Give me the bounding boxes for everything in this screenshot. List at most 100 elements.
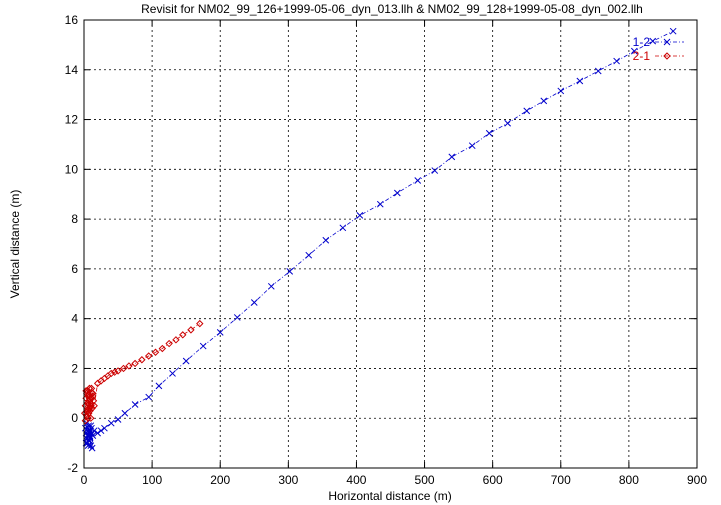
data-point-1-2: [504, 119, 512, 127]
data-point-1-2: [267, 282, 275, 290]
data-point-1-2: [155, 382, 163, 390]
data-point-1-2: [594, 67, 602, 75]
legend-label: 2-1: [633, 49, 651, 63]
data-point-2-1: [131, 359, 139, 368]
data-point-1-2: [431, 167, 439, 174]
data-point-1-2: [613, 57, 620, 65]
data-point-2-1: [83, 412, 91, 420]
data-point-2-1: [87, 414, 95, 422]
data-point-1-2: [199, 342, 207, 350]
chart-title: Revisit for NM02_99_126+1999-05-06_dyn_0…: [141, 2, 643, 16]
y-axis-label: Vertical distance (m): [8, 190, 22, 299]
data-point-2-1: [125, 362, 133, 370]
y-tick-label: 14: [65, 63, 79, 77]
data-point-1-2: [414, 177, 422, 184]
data-point-1-2: [448, 153, 456, 161]
grid: [84, 20, 697, 468]
x-tick-label: 900: [687, 473, 707, 487]
x-tick-label: 500: [415, 473, 435, 487]
data-point-2-1: [87, 402, 95, 410]
data-point-1-2: [89, 432, 97, 439]
data-point-2-1: [84, 414, 92, 422]
data-point-2-1: [196, 319, 204, 328]
data-point-1-2: [216, 329, 224, 336]
y-tick-label: 4: [71, 312, 78, 326]
data-point-1-2: [169, 370, 176, 377]
data-point-1-2: [305, 251, 313, 259]
data-point-2-1: [119, 364, 128, 373]
data-point-1-2: [339, 224, 347, 232]
x-tick-label: 800: [619, 473, 639, 487]
data-point-1-2: [86, 437, 93, 444]
data-point-2-1: [89, 389, 97, 398]
data-point-2-1: [85, 384, 94, 393]
legend-label: 1-2: [633, 35, 651, 49]
data-point-1-2: [286, 268, 294, 275]
data-point-1-2: [182, 357, 190, 365]
x-tick-label: 200: [210, 473, 230, 487]
data-point-1-2: [669, 27, 677, 35]
data-point-1-2: [393, 189, 401, 197]
data-point-1-2: [97, 427, 105, 435]
x-tick-label: 700: [551, 473, 571, 487]
data-point-2-1: [85, 394, 94, 403]
legend-marker: [663, 38, 671, 46]
data-point-1-2: [557, 87, 565, 95]
data-point-1-2: [131, 401, 139, 408]
data-point-2-1: [81, 402, 90, 410]
y-tick-label: 16: [65, 13, 79, 27]
legend-entry-1-2: 1-2: [633, 35, 684, 49]
plot-frame: [83, 19, 698, 469]
data-point-1-2: [88, 444, 96, 452]
y-tick-label: 2: [71, 361, 78, 375]
data-point-1-2: [90, 427, 98, 435]
data-point-2-1: [179, 331, 187, 339]
series-line-1-2: [85, 30, 674, 449]
data-point-1-2: [107, 419, 115, 427]
legend-marker: [663, 52, 671, 60]
legend: 1-22-1: [633, 35, 684, 63]
data-point-2-1: [83, 399, 92, 407]
data-point-2-1: [144, 352, 153, 360]
y-tick-label: 12: [65, 113, 79, 127]
data-point-1-2: [376, 200, 384, 208]
data-point-1-2: [145, 393, 153, 401]
legend-entry-2-1: 2-1: [633, 49, 684, 63]
data-point-2-1: [86, 392, 94, 400]
data-point-2-1: [110, 368, 119, 376]
ticks: 0 100 200 300 400 500 600 700 800 900-20246810121…: [65, 13, 708, 487]
data-point-1-2: [86, 429, 93, 437]
data-point-2-1: [138, 356, 146, 364]
data-point-1-2: [630, 47, 638, 55]
data-point-1-2: [485, 129, 493, 137]
data-point-2-1: [107, 369, 115, 378]
data-point-1-2: [523, 107, 531, 115]
data-point-1-2: [576, 77, 584, 85]
data-point-1-2: [101, 424, 108, 432]
data-point-1-2: [322, 236, 330, 244]
y-tick-label: 6: [71, 262, 78, 276]
data-point-2-1: [151, 348, 160, 356]
x-tick-label: 400: [346, 473, 366, 487]
data-point-2-1: [86, 407, 94, 415]
x-axis-label: Horizontal distance (m): [328, 489, 451, 503]
data-point-1-2: [356, 212, 364, 219]
y-tick-label: 0: [71, 411, 78, 425]
data-point-1-2: [540, 97, 548, 105]
data-point-1-2: [649, 37, 657, 45]
series-1-2: [82, 27, 677, 452]
data-point-2-1: [187, 326, 195, 334]
data-point-2-1: [81, 417, 90, 425]
data-point-2-1: [158, 344, 167, 353]
y-tick-label: -2: [67, 461, 78, 475]
data-point-1-2: [121, 409, 129, 417]
y-tick-label: 8: [71, 212, 78, 226]
x-tick-label: 600: [483, 473, 503, 487]
data-point-2-1: [100, 374, 109, 383]
series-layer: [80, 27, 677, 452]
data-point-2-1: [88, 404, 96, 412]
x-tick-label: 300: [278, 473, 298, 487]
data-point-1-2: [114, 416, 122, 423]
data-point-1-2: [233, 314, 241, 321]
